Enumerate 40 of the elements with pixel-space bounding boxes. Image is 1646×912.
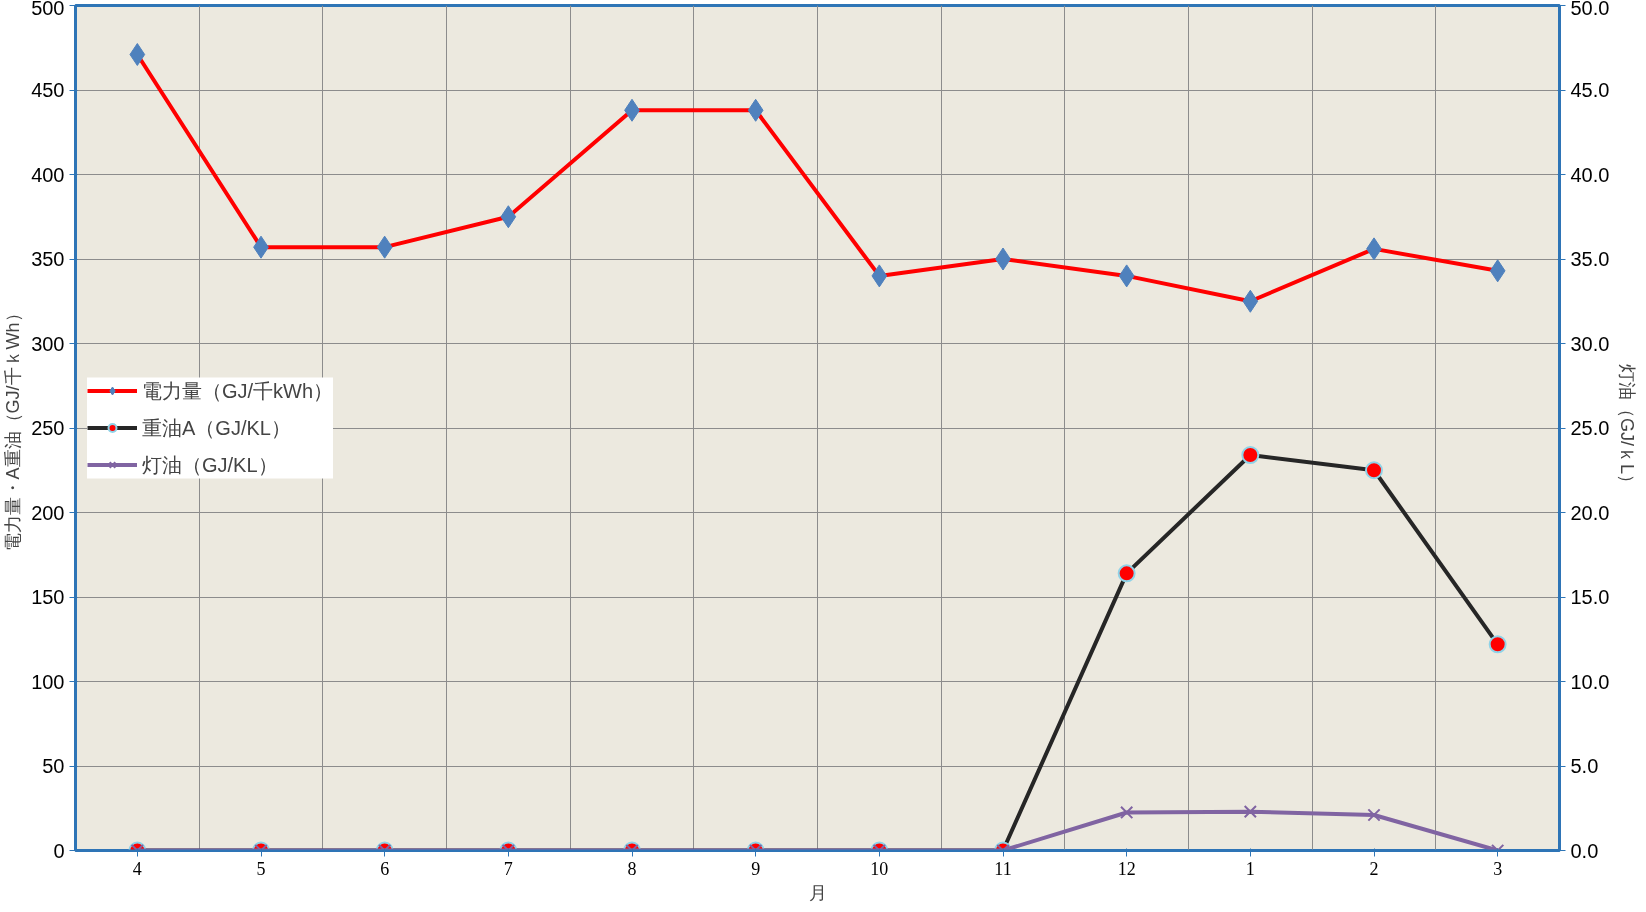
x-tick-label: 5 bbox=[256, 858, 266, 879]
x-tick-label: 10 bbox=[870, 858, 889, 879]
legend-label: 電力量（GJ/千kWh） bbox=[142, 378, 334, 404]
legend-label: 灯油（GJ/KL） bbox=[142, 452, 278, 478]
y2-tick-label: 50.0 bbox=[1570, 0, 1610, 19]
x-tick-label: 7 bbox=[503, 858, 513, 879]
x-tick-label: 12 bbox=[1117, 858, 1136, 879]
y2-tick-label: 0.0 bbox=[1570, 839, 1599, 862]
y-tick-label: 100 bbox=[31, 670, 65, 693]
y-axis-title: 電力量・A重油（GJ/千ｋWh） bbox=[3, 304, 24, 552]
y-tick-label: 350 bbox=[31, 248, 65, 270]
y2-tick-label: 10.0 bbox=[1570, 670, 1610, 693]
x-tick-label: 8 bbox=[627, 858, 637, 879]
y-tick-label: 0 bbox=[53, 839, 65, 862]
x-tick-label: 4 bbox=[132, 858, 142, 879]
y-tick-label: 500 bbox=[31, 0, 65, 19]
legend-label: 重油A（GJ/KL） bbox=[142, 415, 291, 441]
y-tick-label: 50 bbox=[42, 755, 65, 777]
x-axis-title: 月 bbox=[808, 882, 827, 903]
x-tick-label: 11 bbox=[994, 858, 1012, 879]
x-tick-label: 1 bbox=[1245, 858, 1255, 879]
y2-tick-label: 45.0 bbox=[1570, 79, 1610, 101]
y2-tick-label: 40.0 bbox=[1570, 163, 1610, 186]
x-tick-label: 3 bbox=[1493, 858, 1503, 879]
y-tick-label: 200 bbox=[31, 501, 65, 524]
x-tick-label: 9 bbox=[751, 858, 761, 879]
y2-tick-label: 5.0 bbox=[1570, 755, 1599, 777]
y-tick-label: 300 bbox=[31, 332, 65, 355]
y2-tick-label: 35.0 bbox=[1570, 248, 1610, 270]
y2-axis-title: 灯油（GJ/ｋL） bbox=[1617, 363, 1638, 493]
y-tick-label: 400 bbox=[31, 163, 65, 186]
y2-tick-label: 15.0 bbox=[1570, 586, 1610, 608]
y2-tick-label: 20.0 bbox=[1570, 501, 1610, 524]
y-tick-label: 250 bbox=[31, 417, 65, 439]
x-tick-label: 6 bbox=[380, 858, 390, 879]
y-tick-label: 150 bbox=[31, 586, 65, 608]
y-tick-label: 450 bbox=[31, 79, 65, 101]
y2-tick-label: 25.0 bbox=[1570, 417, 1610, 439]
y2-tick-label: 30.0 bbox=[1570, 332, 1610, 355]
x-tick-label: 2 bbox=[1369, 858, 1379, 879]
